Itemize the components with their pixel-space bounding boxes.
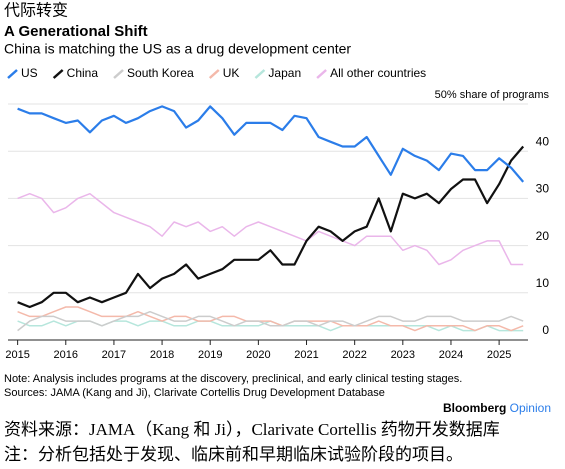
series-line: [17, 105, 525, 183]
y-tick-label: 40: [536, 134, 550, 148]
x-tick-label: 2018: [150, 349, 174, 361]
note: Note: Analysis includes programs at the …: [4, 373, 462, 385]
brand-name: Bloomberg: [443, 401, 506, 415]
legend-label: All other countries: [330, 66, 426, 80]
source: Sources: JAMA (Kang and Ji), Clarivate C…: [4, 387, 385, 399]
header: 代际转变: [4, 2, 68, 20]
source-zh: 资料来源：JAMA（Kang 和 Ji），Clarivate Cortellis…: [4, 420, 500, 439]
series-line: [17, 145, 525, 309]
x-tick-label: 2022: [342, 349, 366, 361]
legend-swatch: [316, 69, 327, 79]
legend-swatch: [7, 69, 18, 79]
series-line: [17, 310, 524, 332]
legend-swatch: [254, 69, 266, 79]
note-zh: 注：分析包括处于发现、临床前和早期临床试验阶段的项目。: [4, 445, 463, 464]
y-tick-label: 10: [536, 276, 550, 290]
x-tick-label: 2019: [198, 349, 222, 361]
legend-label: South Korea: [127, 66, 194, 80]
y-tick-label: 0: [542, 323, 549, 337]
legend-swatch: [208, 69, 220, 79]
legend-label: US: [21, 66, 38, 80]
x-tick-label: 2020: [246, 349, 270, 361]
x-tick-label: 2021: [294, 349, 318, 361]
series-line: [17, 306, 524, 332]
brand: Bloomberg Opinion: [443, 401, 551, 415]
legend-label: UK: [223, 66, 240, 80]
x-tick-label: 2023: [391, 349, 415, 361]
legend-swatch: [113, 69, 124, 79]
x-tick-label: 2025: [487, 349, 511, 361]
chart-title: A Generational Shift: [4, 23, 148, 40]
x-tick-label: 2024: [439, 349, 463, 361]
chart-subtitle: China is matching the US as a drug devel…: [4, 41, 351, 57]
series-line: [17, 192, 524, 266]
x-tick-label: 2015: [5, 349, 29, 361]
legend-swatch: [52, 69, 64, 79]
brand-suffix: Opinion: [510, 401, 551, 415]
legend-label: China: [67, 66, 99, 80]
x-tick-label: 2017: [102, 349, 126, 361]
y-tick-label: 20: [536, 229, 550, 243]
x-tick-label: 2016: [54, 349, 78, 361]
y-tick-label: 50% share of programs: [435, 89, 550, 101]
legend-label: Japan: [268, 66, 301, 80]
y-tick-label: 30: [536, 182, 550, 196]
